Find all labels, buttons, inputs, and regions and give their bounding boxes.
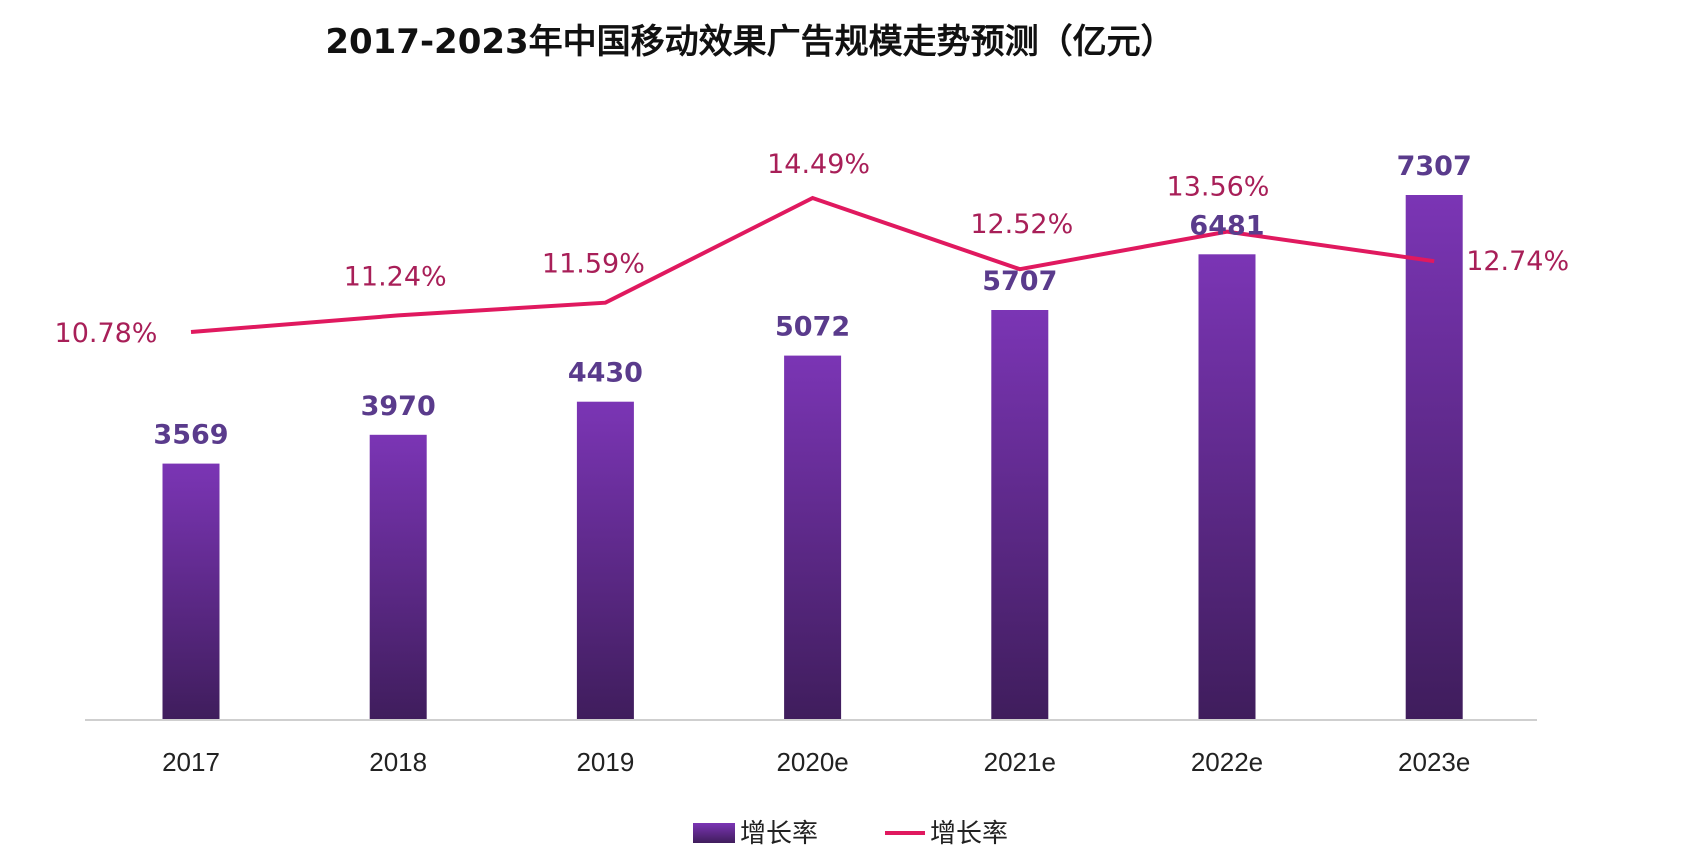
x-tick-label: 2019 — [576, 747, 634, 777]
bar-value-label: 7307 — [1397, 151, 1472, 182]
growth-rate-label: 10.78% — [55, 318, 158, 349]
bar-value-label: 3569 — [153, 420, 228, 451]
chart-title: 2017-2023年中国移动效果广告规模走势预测（亿元） — [325, 22, 1175, 62]
legend-bar-swatch — [693, 823, 735, 843]
bar-2017 — [162, 463, 220, 720]
bar-2021e — [991, 310, 1049, 720]
growth-rate-line-layer — [190, 195, 1435, 334]
bar-value-label: 6481 — [1189, 210, 1264, 241]
bar-value-label: 3970 — [361, 391, 436, 422]
bar-2023e — [1405, 195, 1463, 720]
bars-layer — [162, 195, 1463, 721]
x-tick-label: 2022e — [1191, 747, 1263, 777]
bar-value-label: 5072 — [775, 312, 850, 343]
bar-value-label: 5707 — [982, 266, 1057, 297]
growth-rate-label: 12.52% — [970, 209, 1073, 240]
bar-2020e — [784, 355, 842, 720]
growth-rate-label: 14.49% — [767, 149, 870, 180]
legend-line-label: 增长率 — [930, 819, 1008, 849]
x-axis-ticks: 2017 2018 2019 2020e 2021e 2022e 2023e — [162, 747, 1470, 777]
x-tick-label: 2020e — [776, 747, 848, 777]
bar-2022e — [1198, 254, 1256, 721]
x-tick-label: 2018 — [369, 747, 427, 777]
x-tick-label: 2021e — [984, 747, 1056, 777]
bar-2019 — [576, 401, 634, 720]
x-tick-label: 2023e — [1398, 747, 1470, 777]
legend: 增长率 增长率 — [693, 819, 1008, 849]
bar-value-label: 4430 — [568, 358, 643, 389]
growth-rate-line — [190, 195, 1435, 334]
x-tick-label: 2017 — [162, 747, 220, 777]
growth-rate-label: 12.74% — [1466, 246, 1569, 277]
bar-2018 — [369, 434, 427, 720]
data-labels-layer: 3569 3970 4430 5072 5707 6481 7307 10.78% 11.24%… — [55, 149, 1570, 451]
legend-bar-label: 增长率 — [740, 819, 818, 849]
growth-rate-label: 11.24% — [344, 261, 447, 292]
growth-rate-label: 11.59% — [542, 249, 645, 280]
growth-rate-label: 13.56% — [1167, 172, 1270, 203]
